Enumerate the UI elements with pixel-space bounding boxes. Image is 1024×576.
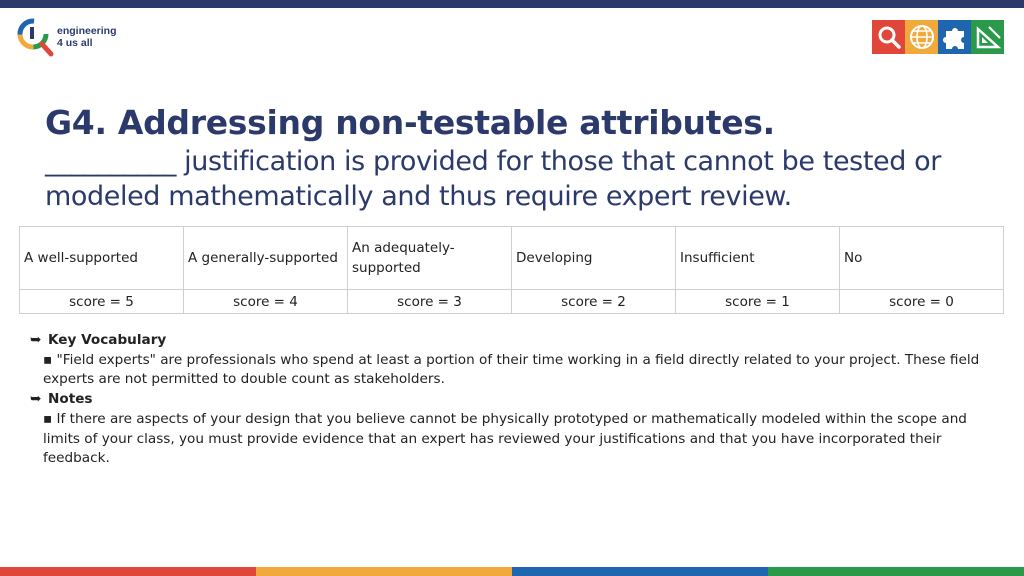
brand-line-2: 4 us all — [57, 37, 93, 49]
blue-stripe — [512, 567, 768, 576]
subject-icon-strip — [872, 20, 1004, 54]
engineering-4-us-all-logo: engineering 4 us all — [15, 16, 135, 58]
notes-text: If there are aspects of your design that… — [43, 410, 967, 467]
logo-magnifier-icon — [17, 18, 54, 57]
key-vocabulary-heading: ➥ Key Vocabulary — [30, 331, 1000, 351]
rubric-score-row: score = 5 score = 4 score = 3 score = 2 … — [19, 289, 1004, 314]
slide-title: G4. Addressing non-testable attributes. — [45, 103, 775, 142]
puzzle-icon — [938, 20, 971, 54]
orange-stripe — [256, 567, 512, 576]
rubric-level-cell: A well-supported — [19, 226, 184, 290]
bottom-color-stripes — [0, 567, 1024, 576]
rubric-score-cell: score = 0 — [839, 289, 1004, 314]
arrow-bullet-icon: ➥ — [30, 332, 42, 348]
red-stripe — [0, 567, 256, 576]
vocabulary-text: "Field experts" are professionals who sp… — [43, 351, 980, 388]
arrow-bullet-icon: ➥ — [30, 391, 42, 408]
rubric-level-cell: Insufficient — [675, 226, 840, 290]
rubric-level-cell: No — [839, 226, 1004, 290]
notes-heading: ➥ Notes — [30, 390, 1000, 410]
notes-section: ➥ Key Vocabulary ▪ "Field experts" are pr… — [30, 331, 1000, 469]
rubric-level-cell: Developing — [511, 226, 676, 290]
rubric-score-cell: score = 2 — [511, 289, 676, 314]
rubric-level-row: A well-supported A generally-supported A… — [19, 226, 1004, 290]
globe-icon — [905, 20, 938, 54]
top-accent-bar — [0, 0, 1024, 8]
ruler-triangle-icon — [971, 20, 1004, 54]
slide-heading: G4. Addressing non-testable attributes. … — [45, 102, 995, 214]
rubric-level-cell: A generally-supported — [183, 226, 348, 290]
key-vocabulary-label: Key Vocabulary — [48, 332, 167, 348]
rubric-score-cell: score = 3 — [347, 289, 512, 314]
scoring-rubric-table: A well-supported A generally-supported A… — [19, 226, 1004, 314]
notes-list-item: ▪ If there are aspects of your design th… — [30, 410, 1000, 469]
notes-label: Notes — [48, 391, 93, 408]
green-stripe — [768, 567, 1024, 576]
vocabulary-list-item: ▪ "Field experts" are professionals who … — [30, 351, 1000, 390]
square-bullet-icon: ▪ — [43, 410, 57, 427]
rubric-score-cell: score = 5 — [19, 289, 184, 314]
magnifier-icon — [872, 20, 905, 54]
rubric-score-cell: score = 1 — [675, 289, 840, 314]
rubric-score-cell: score = 4 — [183, 289, 348, 314]
brand-line-1: engineering — [57, 25, 117, 37]
rubric-level-cell: An adequately-supported — [347, 226, 512, 290]
square-bullet-icon: ▪ — [43, 351, 57, 368]
slide-subtitle: __________ justification is provided for… — [45, 146, 941, 212]
